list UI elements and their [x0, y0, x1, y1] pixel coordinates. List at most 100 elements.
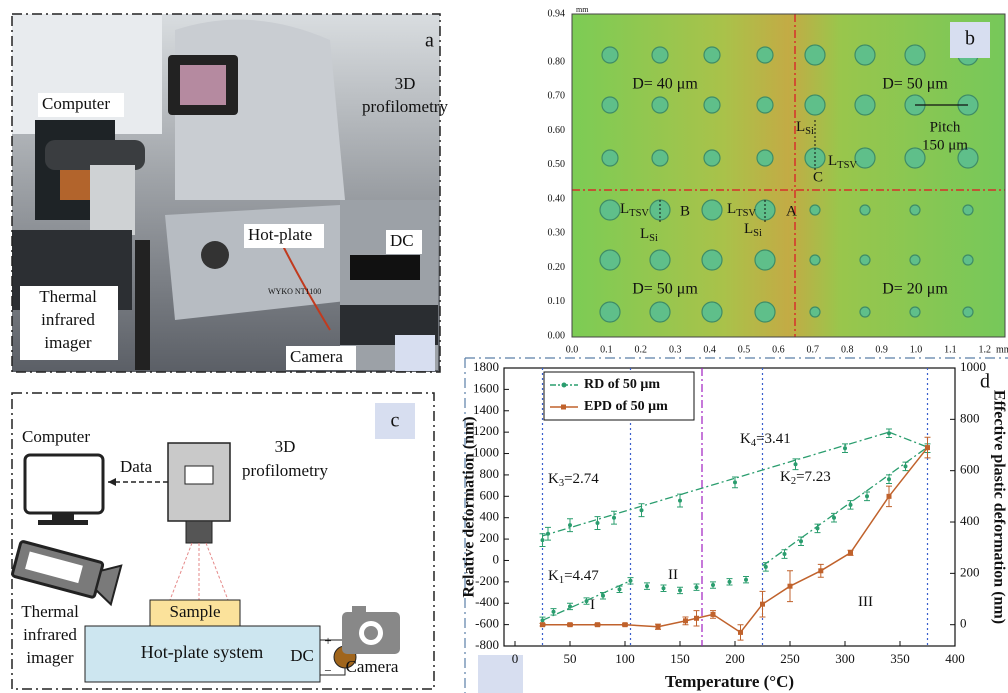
diagram-label: imager [26, 648, 74, 667]
y-tick-label: 0.70 [548, 91, 566, 102]
label-part: TSV [736, 208, 756, 219]
diagram-label: Computer [22, 427, 90, 446]
marker [849, 503, 853, 507]
data-point [760, 591, 766, 617]
data-point [639, 504, 645, 517]
marker [865, 494, 869, 498]
beam [170, 543, 228, 600]
tsv-dot [963, 255, 973, 265]
x-tick-label: 150 [670, 651, 690, 666]
photo-label: 3D [395, 74, 416, 93]
marker [760, 602, 765, 607]
data-point [567, 519, 573, 532]
label-part: TSV [629, 208, 649, 219]
diagram-label: Thermal [21, 602, 79, 621]
marker [662, 586, 666, 590]
label-part: L [640, 226, 649, 242]
label-part: K [780, 469, 791, 485]
computer-icon [25, 455, 103, 513]
y-tick-label: 800 [480, 466, 500, 481]
marker [645, 584, 649, 588]
marker [843, 446, 847, 450]
camera-lens-inner [364, 626, 378, 640]
y2-axis-title: Effective plastic deformation (nm) [990, 390, 1007, 624]
x-tick-label: 1.2 [979, 344, 992, 355]
x-tick-label: 100 [615, 651, 635, 666]
data-point [611, 511, 617, 524]
label-part: K [548, 568, 559, 584]
x-tick-label: 0.8 [841, 344, 854, 355]
region-label: D= 40 μm [632, 76, 698, 93]
x-tick-label: 300 [835, 651, 855, 666]
tsv-dot [755, 250, 775, 270]
tsv-dot [860, 255, 870, 265]
annotation: K2=7.23 [780, 469, 831, 487]
diagram-label: profilometry [242, 461, 328, 480]
x-tick-label: 0.2 [635, 344, 648, 355]
data-point [683, 617, 689, 625]
data-point [628, 578, 634, 584]
marker [832, 516, 836, 520]
tsv-dot [702, 302, 722, 322]
marker [541, 618, 545, 622]
label-part: =4.47 [564, 568, 599, 584]
marker [788, 584, 793, 589]
data-point [710, 611, 716, 619]
arrow-head [108, 478, 116, 486]
photo-label: Computer [42, 94, 110, 113]
x-tick-label: 0.7 [807, 344, 820, 355]
y-tick-label: 1600 [473, 380, 499, 395]
tsv-dot [650, 250, 670, 270]
label-part: Si [753, 228, 762, 239]
data-point [677, 587, 683, 593]
legend-marker [561, 405, 566, 410]
y2-tick-label: 800 [960, 410, 980, 425]
marker [552, 610, 556, 614]
camera-body [90, 165, 135, 235]
y-tick-label: 0.80 [548, 56, 566, 67]
tsv-dot [704, 97, 720, 113]
legend-label: EPD of 50 μm [584, 399, 668, 414]
legend-label: RD of 50 μm [584, 377, 660, 392]
tsv-dot [757, 47, 773, 63]
y-tick-label: 1400 [473, 402, 499, 417]
annotation: K1=4.47 [548, 568, 599, 586]
data-point [763, 563, 769, 572]
diagram-label: 3D [275, 437, 296, 456]
tsv-dot [702, 200, 722, 220]
point-label: C [813, 169, 823, 185]
y-tick-label: 0.30 [548, 228, 566, 239]
tripod [135, 240, 150, 370]
x-tick-label: 0.6 [772, 344, 785, 355]
marker [733, 480, 737, 484]
data-point [798, 537, 804, 546]
annotation: K4=3.41 [740, 431, 791, 449]
tsv-dot [704, 150, 720, 166]
photo-label: infrared [41, 310, 95, 329]
y-tick-label: 0 [493, 551, 500, 566]
profilometer-window [185, 466, 213, 484]
y-tick-label: -600 [475, 616, 499, 631]
marker [711, 583, 715, 587]
knob [201, 241, 229, 269]
placeholder-box [395, 335, 435, 371]
data-point [595, 622, 601, 627]
marker [694, 616, 699, 621]
data-point [925, 437, 931, 458]
tsv-dot [652, 97, 668, 113]
label-part: TSV [837, 160, 857, 171]
y2-tick-label: 600 [960, 462, 980, 477]
marker [678, 588, 682, 592]
computer-base [38, 520, 88, 525]
diagram-label: Camera [346, 657, 399, 676]
photo-label: DC [390, 231, 414, 250]
tsv-dot [602, 97, 618, 113]
marker [596, 521, 600, 525]
x-tick-label: 1.1 [944, 344, 957, 355]
y-axis-title: Relative deformation (nm) [461, 416, 478, 597]
label-part: =3.41 [756, 431, 791, 447]
computer-stand [52, 513, 74, 521]
tsv-dot [805, 45, 825, 65]
tsv-dot [702, 250, 722, 270]
photo-label: Thermal [39, 287, 97, 306]
